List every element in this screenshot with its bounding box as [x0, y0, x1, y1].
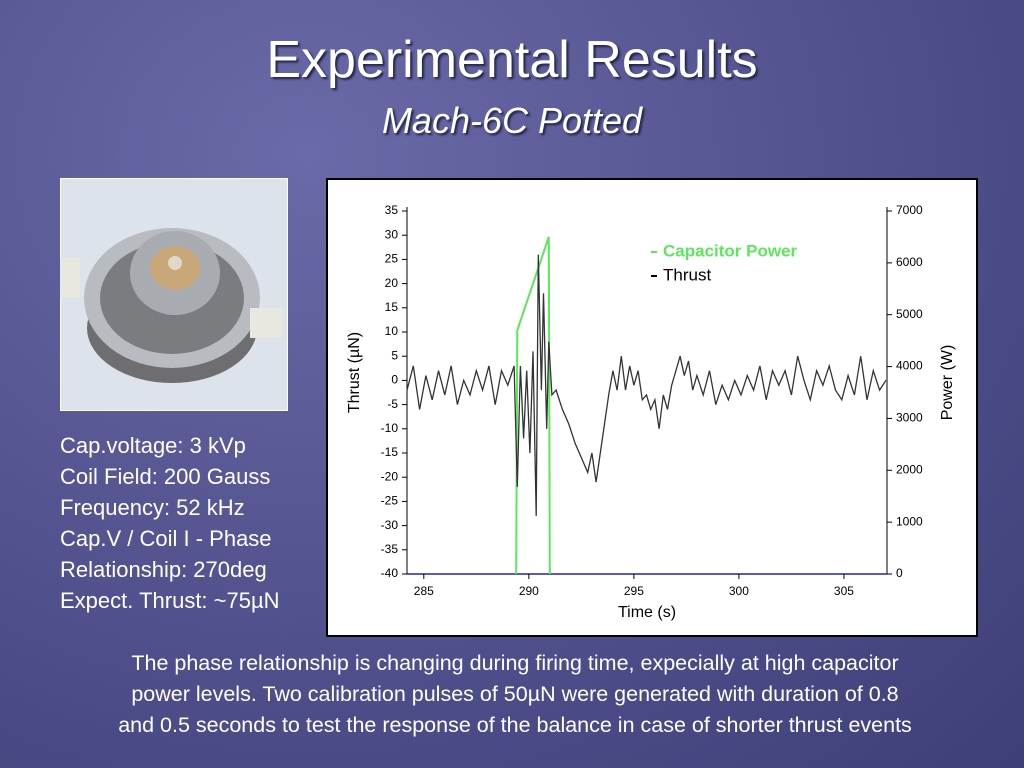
series-line: [515, 236, 551, 575]
series-line: [406, 254, 887, 516]
spec-line: Expect. Thrust: ~75µN: [60, 588, 280, 613]
slide-subtitle: Mach-6C Potted: [381, 100, 643, 141]
y-tick-label: -20: [381, 469, 399, 483]
y-tick-label: -30: [381, 518, 399, 532]
y2-tick-label: 4000: [896, 359, 923, 373]
x-tick-label: 285: [414, 584, 434, 598]
x-tick-label: 290: [519, 584, 539, 598]
y2-tick-label: 0: [896, 566, 903, 580]
y2-tick-label: 6000: [896, 255, 923, 269]
x-tick-label: 305: [834, 584, 854, 598]
caption-line: The phase relationship is changing durin…: [131, 651, 899, 675]
spec-list: Cap.voltage: 3 kVp Coil Field: 200 Gauss F…: [60, 430, 280, 616]
x-tick-label: 300: [729, 584, 749, 598]
y-tick-label: -5: [387, 397, 398, 411]
x-axis-label: Time (s): [618, 604, 676, 621]
y2-tick-label: 5000: [896, 307, 923, 321]
y-tick-label: -15: [381, 445, 399, 459]
y2-tick-label: 3000: [896, 411, 923, 425]
spec-line: Relationship: 270deg: [60, 557, 267, 582]
y-tick-label: 35: [385, 203, 399, 217]
slide-title: Experimental Results: [266, 31, 758, 89]
spec-line: Cap.V / Coil I - Phase: [60, 526, 272, 551]
legend-label: Thrust: [663, 265, 711, 284]
legend-label: Capacitor Power: [663, 241, 798, 260]
y-tick-label: -40: [381, 566, 399, 580]
caption-line: power levels. Two calibration pulses of …: [131, 682, 899, 706]
y-tick-label: 5: [391, 348, 398, 362]
y2-tick-label: 7000: [896, 203, 923, 217]
y2-tick-label: 1000: [896, 514, 923, 528]
y-tick-label: 0: [391, 373, 398, 387]
x-tick-label: 295: [624, 584, 644, 598]
y-tick-label: 30: [385, 227, 399, 241]
caption: The phase relationship is changing durin…: [0, 648, 1024, 741]
spec-line: Cap.voltage: 3 kVp: [60, 433, 246, 458]
y-tick-label: -10: [381, 421, 399, 435]
y-tick-label: 20: [385, 276, 399, 290]
spec-line: Coil Field: 200 Gauss: [60, 464, 271, 489]
y-axis-label: Thrust (µN): [346, 332, 363, 413]
y-tick-label: 25: [385, 252, 399, 266]
caption-line: and 0.5 seconds to test the response of …: [118, 713, 912, 737]
y-tick-label: 10: [385, 324, 399, 338]
spec-line: Frequency: 52 kHz: [60, 495, 245, 520]
y2-tick-label: 2000: [896, 462, 923, 476]
photo: [60, 178, 288, 411]
y2-axis-label: Power (W): [939, 345, 956, 421]
y-tick-label: -25: [381, 494, 399, 508]
y-tick-label: 15: [385, 300, 399, 314]
y-tick-label: -35: [381, 542, 399, 556]
